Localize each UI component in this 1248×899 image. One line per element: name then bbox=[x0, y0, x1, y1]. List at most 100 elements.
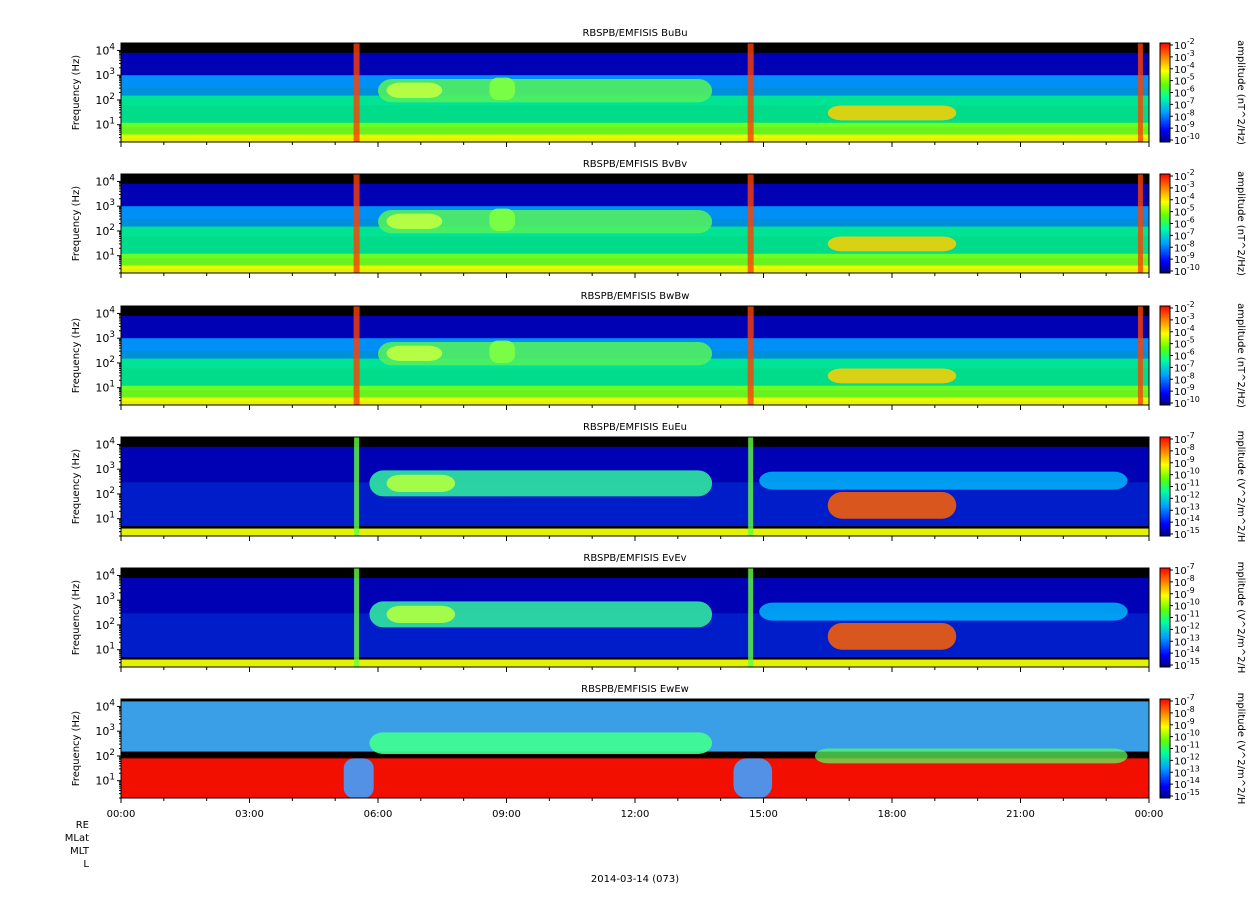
colorbar-tick-label: 10-4 bbox=[1174, 192, 1195, 207]
chorus-blob bbox=[378, 342, 713, 366]
colorbar-tick-label: 10-12 bbox=[1174, 752, 1200, 767]
chorus-patch bbox=[489, 340, 516, 363]
colorbar-label: amplitude (nT^2/Hz) bbox=[1235, 40, 1246, 145]
band-low-yellow bbox=[121, 397, 1149, 405]
band-low-yellow bbox=[121, 659, 1149, 667]
y-tick-label: 101 bbox=[95, 511, 115, 526]
spectrogram-panel-2: RBSPB/EMFISIS BvBv 101 102 103 104 Frequency … bbox=[71, 159, 1246, 278]
colorbar bbox=[1159, 698, 1171, 799]
y-tick-label: 102 bbox=[95, 617, 115, 632]
colorbar-tick-label: 10-10 bbox=[1174, 729, 1200, 744]
colorbar bbox=[1159, 567, 1171, 668]
colorbar-tick-label: 10-13 bbox=[1174, 502, 1200, 517]
colorbar-tick-label: 10-14 bbox=[1174, 776, 1200, 791]
spike bbox=[748, 568, 754, 667]
emission-patch bbox=[827, 491, 957, 519]
emission-patch bbox=[827, 622, 957, 650]
panel-title: RBSPB/EMFISIS EuEu bbox=[583, 422, 687, 433]
ephem-label-mlt: MLT bbox=[70, 846, 89, 857]
colorbar-tick-label: 10-3 bbox=[1174, 312, 1195, 327]
colorbar-tick-label: 10-9 bbox=[1174, 586, 1195, 601]
colorbar-tick-label: 10-8 bbox=[1174, 574, 1195, 589]
x-tick-label: 09:00 bbox=[492, 809, 521, 820]
emission-patch bbox=[827, 236, 957, 252]
colorbar-tick-label: 10-10 bbox=[1174, 395, 1200, 410]
colorbar-tick-label: 10-2 bbox=[1174, 300, 1195, 315]
colorbar-tick-label: 10-12 bbox=[1174, 490, 1200, 505]
spike bbox=[354, 437, 360, 536]
panel-title: RBSPB/EMFISIS BuBu bbox=[582, 28, 687, 39]
y-tick-label: 101 bbox=[95, 117, 115, 132]
chorus-patch bbox=[489, 208, 516, 231]
y-tick-label: 103 bbox=[95, 67, 115, 82]
panel-title: RBSPB/EMFISIS BwBw bbox=[581, 291, 690, 302]
colorbar-tick-label: 10-15 bbox=[1174, 788, 1200, 803]
panel-title: RBSPB/EMFISIS EwEw bbox=[581, 684, 689, 695]
y-tick-label: 102 bbox=[95, 355, 115, 370]
x-tick-label: 00:00 bbox=[107, 809, 136, 820]
colorbar bbox=[1159, 42, 1171, 143]
y-tick-label: 104 bbox=[95, 698, 115, 713]
chorus-late bbox=[814, 748, 1128, 764]
x-tick-label: 06:00 bbox=[364, 809, 393, 820]
colorbar-tick-label: 10-3 bbox=[1174, 180, 1195, 195]
y-axis-label: Frequency (Hz) bbox=[71, 449, 82, 525]
y-tick-label: 104 bbox=[95, 173, 115, 188]
colorbar-tick-label: 10-12 bbox=[1174, 621, 1200, 636]
colorbar-tick-label: 10-13 bbox=[1174, 764, 1200, 779]
colorbar-tick-label: 10-9 bbox=[1174, 120, 1195, 135]
band-yellowgreen bbox=[121, 122, 1149, 138]
y-tick-label: 104 bbox=[95, 567, 115, 582]
y-tick-label: 104 bbox=[95, 42, 115, 57]
chorus-core bbox=[386, 213, 443, 229]
chorus-patch bbox=[489, 77, 516, 100]
spike bbox=[748, 437, 754, 536]
low-spike bbox=[747, 43, 754, 142]
spectrogram-panel-4: RBSPB/EMFISIS EuEu 101 102 103 104 Frequency … bbox=[71, 422, 1246, 542]
panel-title: RBSPB/EMFISIS EvEv bbox=[583, 553, 686, 564]
colorbar-label: mplitude (V^2/m^2/H bbox=[1235, 693, 1246, 805]
x-tick-label: 00:00 bbox=[1135, 809, 1164, 820]
panel-title: RBSPB/EMFISIS BvBv bbox=[583, 159, 687, 170]
y-tick-label: 103 bbox=[95, 723, 115, 738]
chorus-core bbox=[386, 82, 443, 98]
spectrogram-panel-3: RBSPB/EMFISIS BwBw 101 102 103 104 Frequency … bbox=[71, 291, 1246, 410]
colorbar-tick-label: 10-8 bbox=[1174, 443, 1195, 458]
colorbar-tick-label: 10-8 bbox=[1174, 108, 1195, 123]
emission-patch bbox=[827, 105, 957, 121]
chorus-late bbox=[759, 471, 1128, 490]
low-spike bbox=[353, 174, 360, 273]
colorbar-tick-label: 10-5 bbox=[1174, 204, 1195, 219]
y-tick-label: 102 bbox=[95, 748, 115, 763]
colorbar-tick-label: 10-4 bbox=[1174, 324, 1195, 339]
low-spike bbox=[747, 306, 754, 405]
colorbar-label: mplitude (V^2/m^2/H bbox=[1235, 562, 1246, 674]
colorbar-label: amplitude (nT^2/Hz) bbox=[1235, 303, 1246, 408]
y-tick-label: 104 bbox=[95, 305, 115, 320]
gap bbox=[343, 758, 374, 798]
colorbar-tick-label: 10-7 bbox=[1174, 359, 1195, 374]
emission-patch bbox=[827, 368, 957, 384]
colorbar-tick-label: 10-13 bbox=[1174, 633, 1200, 648]
chorus-core bbox=[386, 605, 456, 623]
colorbar-tick-label: 10-6 bbox=[1174, 85, 1195, 100]
band-low-red bbox=[121, 758, 1149, 798]
colorbar-tick-label: 10-10 bbox=[1174, 263, 1200, 278]
band-yellowgreen bbox=[121, 385, 1149, 401]
colorbar-tick-label: 10-4 bbox=[1174, 61, 1195, 76]
colorbar-tick-label: 10-2 bbox=[1174, 37, 1195, 52]
colorbar-tick-label: 10-7 bbox=[1174, 693, 1195, 708]
x-tick-label: 18:00 bbox=[878, 809, 907, 820]
y-tick-label: 103 bbox=[95, 592, 115, 607]
x-tick-label: 15:00 bbox=[749, 809, 778, 820]
y-axis-label: Frequency (Hz) bbox=[71, 186, 82, 262]
colorbar-tick-label: 10-10 bbox=[1174, 467, 1200, 482]
colorbar-tick-label: 10-7 bbox=[1174, 562, 1195, 577]
colorbar-tick-label: 10-2 bbox=[1174, 168, 1195, 183]
colorbar-tick-label: 10-9 bbox=[1174, 383, 1195, 398]
spectrogram-panel-5: RBSPB/EMFISIS EvEv 101 102 103 104 Frequency … bbox=[71, 553, 1246, 673]
y-tick-label: 102 bbox=[95, 92, 115, 107]
colorbar-tick-label: 10-15 bbox=[1174, 657, 1200, 672]
colorbar-tick-label: 10-7 bbox=[1174, 96, 1195, 111]
date-label: 2014-03-14 (073) bbox=[590, 874, 680, 885]
